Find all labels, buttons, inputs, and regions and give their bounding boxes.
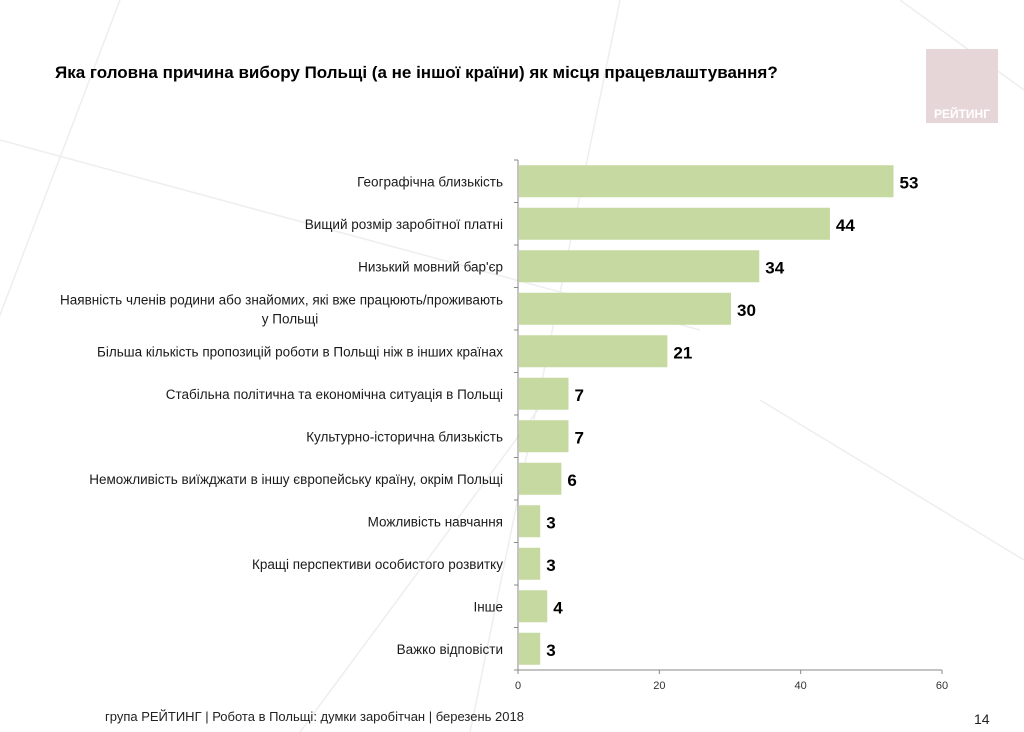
data-label: 44: [836, 216, 855, 235]
category-label: у Польщі: [262, 311, 318, 326]
data-label: 7: [574, 386, 583, 405]
data-label: 3: [546, 641, 555, 660]
category-label: Кращі перспективи особистого розвитку: [252, 557, 503, 572]
background-line: [899, 0, 1024, 91]
bar: [519, 590, 548, 623]
data-label: 6: [567, 471, 576, 490]
category-label: Низький мовний бар'єр: [358, 259, 503, 274]
background-line: [0, 0, 121, 318]
data-label: 4: [553, 598, 563, 617]
bar: [519, 462, 562, 495]
bar: [519, 505, 541, 538]
logo-text: РЕЙТИНГ: [933, 107, 991, 121]
background-line: [759, 399, 1024, 561]
rating-logo: РЕЙТИНГ: [926, 49, 998, 123]
category-label: Більша кількість пропозицій роботи в Пол…: [97, 344, 503, 359]
data-label: 21: [673, 343, 692, 362]
bar: [519, 207, 830, 240]
x-tick-label: 40: [795, 680, 807, 692]
data-label: 3: [546, 556, 555, 575]
bar: [519, 165, 894, 198]
bar: [519, 632, 541, 665]
category-label: Інше: [473, 599, 503, 614]
bar: [519, 547, 541, 580]
category-label: Вищий розмір заробітної платні: [305, 217, 503, 232]
category-label: Географічна близькість: [357, 174, 503, 189]
category-label: Наявність членів родини або знайомих, як…: [60, 292, 503, 307]
data-label: 53: [900, 173, 919, 192]
page-number: 14: [974, 711, 990, 727]
bar: [519, 377, 569, 410]
footer-text: група РЕЙТИНГ | Робота в Польщі: думки з…: [105, 709, 524, 724]
x-tick-label: 20: [653, 680, 665, 692]
data-label: 30: [737, 301, 756, 320]
category-label: Можливість навчання: [368, 514, 503, 529]
bar: [519, 292, 731, 325]
page-title: Яка головна причина вибору Польщі (а не …: [55, 63, 778, 82]
bar: [519, 335, 668, 368]
data-label: 7: [574, 428, 583, 447]
category-label: Культурно-історична близькість: [306, 429, 503, 444]
background-line: [299, 379, 561, 732]
data-label: 34: [765, 258, 784, 277]
bar: [519, 250, 760, 283]
x-tick-label: 0: [515, 680, 521, 692]
bar: [519, 420, 569, 453]
category-label: Стабільна політична та економічна ситуац…: [166, 387, 503, 402]
category-label: Неможливість виїжджати в іншу європейськ…: [89, 472, 503, 487]
category-label: Важко відповісти: [397, 642, 503, 657]
x-tick-label: 60: [936, 680, 948, 692]
data-label: 3: [546, 513, 555, 532]
